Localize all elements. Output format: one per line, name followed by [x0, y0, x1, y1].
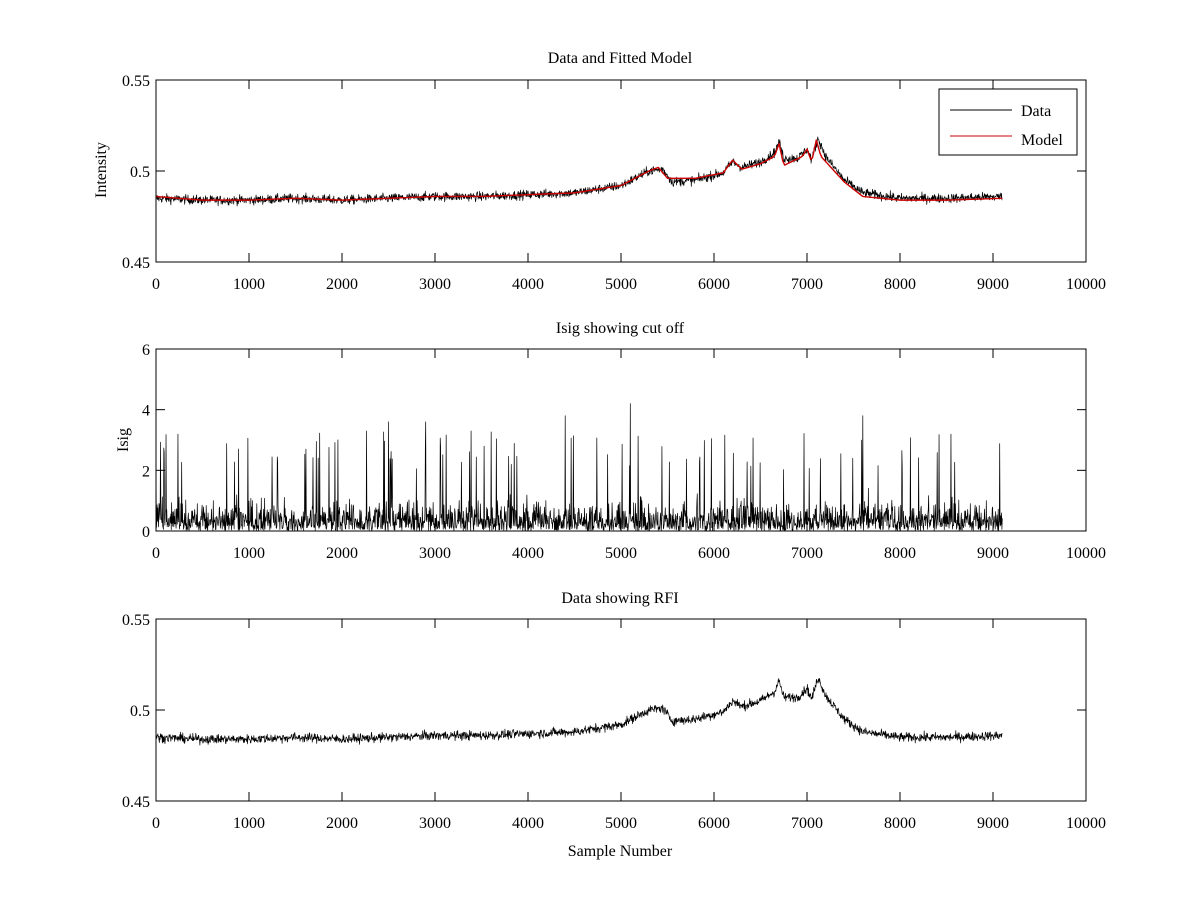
- x-tick-label: 2000: [326, 276, 358, 293]
- y-tick-label: 2: [142, 463, 150, 480]
- subplot-1-title: Data and Fitted Model: [548, 50, 693, 67]
- y-tick-label: 0: [142, 524, 150, 541]
- subplot-2-ticks: 0 1000 2000 3000 4000 5000 6000 7000 8000 9000 100…: [142, 342, 1106, 562]
- x-tick-label: 3000: [419, 276, 451, 293]
- subplot-1-ticks: 0 1000 2000 3000 4000 5000 6000 7000 8000 9000 100…: [122, 73, 1106, 293]
- subplot-1-ylabel: Intensity: [93, 142, 110, 198]
- x-tick-label: 0: [152, 276, 160, 293]
- y-tick-label: 0.55: [122, 612, 150, 629]
- x-tick-label: 0: [152, 545, 160, 562]
- x-tick-label: 6000: [698, 545, 730, 562]
- x-tick-label: 4000: [512, 545, 544, 562]
- x-tick-label: 9000: [977, 815, 1009, 832]
- y-tick-label: 0.55: [122, 73, 150, 90]
- x-tick-label: 7000: [791, 276, 823, 293]
- legend-box: [938, 88, 1078, 156]
- x-tick-label: 10000: [1066, 276, 1106, 293]
- series-line-trace-3: [155, 678, 1003, 746]
- subplot-3-axes-frame: [155, 618, 1087, 802]
- x-tick-label: 8000: [884, 815, 916, 832]
- x-tick-label: 2000: [326, 815, 358, 832]
- x-tick-label: 10000: [1066, 545, 1106, 562]
- legend-label-model: Model: [1021, 132, 1063, 149]
- subplot-2-traces: [155, 403, 1003, 532]
- x-tick-label: 5000: [605, 815, 637, 832]
- x-tick-label: 1000: [233, 815, 265, 832]
- x-tick-label: 10000: [1066, 815, 1106, 832]
- subplot-3-title: Data showing RFI: [561, 590, 678, 607]
- x-tick-label: 5000: [605, 545, 637, 562]
- y-tick-label: 0.45: [122, 255, 150, 272]
- y-tick-label: 0.5: [130, 164, 150, 181]
- x-tick-label: 7000: [791, 815, 823, 832]
- x-tick-label: 7000: [791, 545, 823, 562]
- x-tick-label: 0: [152, 815, 160, 832]
- subplot-3-traces: [155, 678, 1003, 746]
- y-tick-label: 6: [142, 342, 150, 359]
- x-tick-label: 5000: [605, 276, 637, 293]
- subplot-data-rfi: Data showing RFI Sample Number 0 1000 2000…: [122, 590, 1106, 860]
- x-tick-label: 3000: [419, 545, 451, 562]
- x-tick-label: 4000: [512, 815, 544, 832]
- x-tick-label: 3000: [419, 815, 451, 832]
- x-tick-label: 2000: [326, 545, 358, 562]
- subplot-3-ticks: 0 1000 2000 3000 4000 5000 6000 7000 8000 9000 100…: [122, 612, 1106, 832]
- y-tick-label: 0.45: [122, 794, 150, 811]
- subplot-3-xlabel: Sample Number: [568, 843, 673, 860]
- subplot-1-axes-frame: [155, 79, 1087, 263]
- x-tick-label: 6000: [698, 276, 730, 293]
- y-tick-label: 4: [142, 403, 150, 420]
- subplot-2-title: Isig showing cut off: [556, 320, 685, 337]
- legend-label-data: Data: [1021, 103, 1051, 120]
- x-tick-label: 1000: [233, 545, 265, 562]
- y-tick-label: 0.5: [130, 703, 150, 720]
- x-tick-label: 4000: [512, 276, 544, 293]
- subplot-isig: Isig showing cut off Isig 0 1000 2000 3000 4…: [115, 320, 1106, 562]
- subplot-2-ylabel: Isig: [115, 428, 132, 452]
- subplot-1-traces: [155, 136, 1003, 207]
- x-tick-label: 9000: [977, 276, 1009, 293]
- series-line-trace-2: [155, 403, 1003, 532]
- series-line-model-1: [155, 139, 1003, 201]
- x-tick-label: 6000: [698, 815, 730, 832]
- legend: Data Model: [938, 88, 1078, 156]
- x-tick-label: 1000: [233, 276, 265, 293]
- series-line-data-1: [155, 136, 1003, 207]
- x-tick-label: 8000: [884, 276, 916, 293]
- x-tick-label: 9000: [977, 545, 1009, 562]
- subplot-2-axes-frame: [155, 348, 1087, 532]
- x-tick-label: 8000: [884, 545, 916, 562]
- subplot-data-and-model: Data and Fitted Model Intensity 0 1000 200…: [93, 50, 1106, 293]
